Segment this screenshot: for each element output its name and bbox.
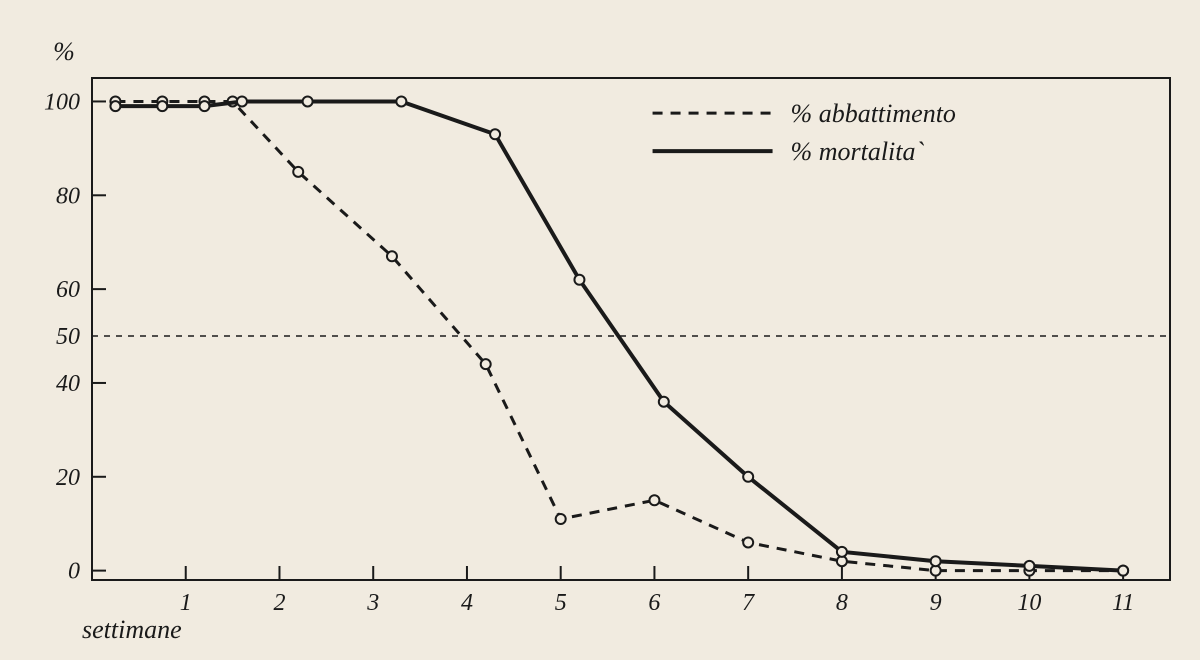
y-tick-label: 40 (56, 371, 80, 397)
x-tick-label: 3 (366, 590, 379, 616)
y-tick-label: 80 (56, 183, 80, 209)
x-tick-label: 9 (930, 590, 942, 616)
y-tick-label: 60 (56, 277, 80, 303)
x-tick-label: 10 (1017, 590, 1041, 616)
data-marker (743, 537, 753, 547)
x-tick-label: 2 (273, 590, 285, 616)
legend-label: % abbattimento (791, 99, 956, 128)
data-marker (837, 547, 847, 557)
data-marker (481, 359, 491, 369)
legend-label: % mortalita` (791, 137, 925, 166)
y-axis-label: % (53, 37, 75, 66)
data-marker (490, 129, 500, 139)
x-tick-label: 7 (742, 590, 755, 616)
data-marker (649, 495, 659, 505)
x-tick-label: 6 (648, 590, 660, 616)
data-marker (157, 101, 167, 111)
data-marker (199, 101, 209, 111)
data-marker (556, 514, 566, 524)
y-tick-label: 0 (68, 559, 80, 585)
line-chart: % settimane1 2 3 4 5 6 7 8 9 10 11 0 20 40 60 80 100 50 % a… (0, 0, 1200, 660)
data-marker (1118, 566, 1128, 576)
data-marker (574, 275, 584, 285)
data-marker (237, 96, 247, 106)
data-marker (659, 397, 669, 407)
data-marker (303, 96, 313, 106)
data-marker (931, 556, 941, 566)
x-tick-label: 1 (180, 590, 192, 616)
x-tick-label: 4 (461, 590, 473, 616)
data-marker (1024, 561, 1034, 571)
y-tick-label: 100 (44, 89, 80, 115)
y-tick-label-50: 50 (56, 324, 80, 350)
x-tick-label: 8 (836, 590, 848, 616)
data-marker (743, 472, 753, 482)
data-marker (293, 167, 303, 177)
x-axis-label: settimane (82, 615, 182, 644)
y-tick-label: 20 (56, 465, 80, 491)
x-tick-label: 11 (1112, 590, 1134, 616)
x-tick-label: 5 (555, 590, 567, 616)
chart-container: % settimane1 2 3 4 5 6 7 8 9 10 11 0 20 40 60 80 100 50 % a… (0, 0, 1200, 660)
data-marker (110, 101, 120, 111)
data-marker (387, 251, 397, 261)
data-marker (396, 96, 406, 106)
